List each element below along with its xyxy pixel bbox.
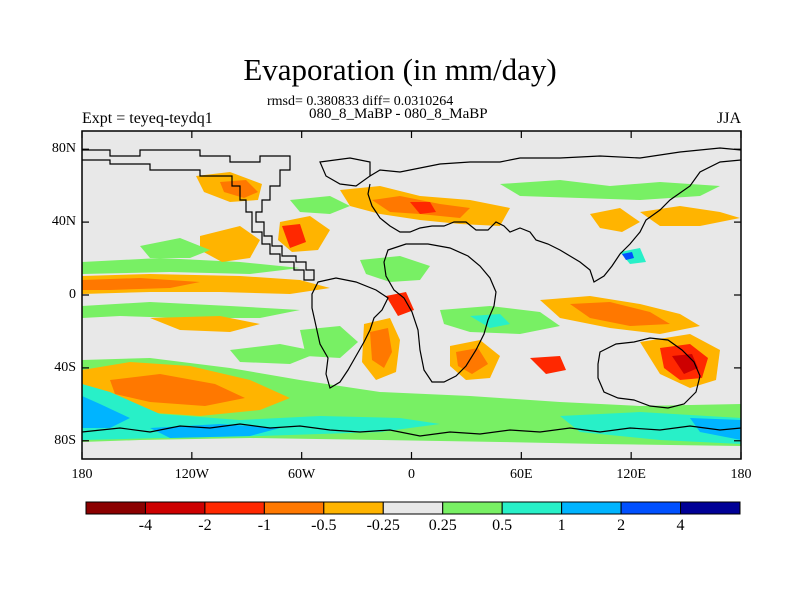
experiment-names: 080_8_MaBP - 080_8_MaBP — [309, 106, 488, 122]
chart-title: Evaporation (in mm/day) — [243, 52, 557, 87]
colorbar-label: -4 — [138, 517, 153, 534]
colorbar-label: 2 — [617, 517, 626, 534]
colorbar-swatch — [144, 501, 206, 515]
contour-satl-green — [230, 344, 320, 364]
contour-eu-green — [290, 196, 350, 214]
contour-npac-orange — [200, 226, 260, 262]
contour-amer-red — [386, 292, 414, 316]
y-tick-label: 40N — [51, 214, 76, 230]
colorbar-swatch — [501, 501, 563, 515]
coast-greenland — [319, 157, 371, 187]
x-tick-label: 60E — [510, 467, 533, 482]
x-tick-label: 180 — [71, 467, 93, 482]
contour-io-cyan — [470, 314, 510, 328]
colorbar-label: 4 — [676, 517, 685, 534]
experiment-label: Expt = teyeq-teydq1 — [82, 110, 213, 127]
x-tick-label: 180 — [730, 467, 752, 482]
colorbar-swatch — [561, 501, 622, 515]
contour-eq-green-south — [82, 302, 300, 318]
contour-npac-green — [140, 238, 210, 258]
contour-io-red — [570, 302, 670, 326]
contour-band-cyan-south — [82, 384, 440, 440]
colorbar-label: -2 — [198, 517, 212, 534]
x-tick-label: 0 — [408, 467, 415, 482]
coast-antarctica — [81, 423, 742, 437]
coast-africa — [383, 243, 497, 383]
contour-eq-darkorange-west — [82, 278, 200, 290]
colorbar-swatch — [263, 501, 325, 515]
contour-asia-orange-2 — [590, 208, 640, 232]
colorbar-swatch — [323, 501, 384, 515]
colorbar — [85, 501, 741, 515]
colorbar-swatch — [620, 501, 682, 515]
contour-fills — [82, 172, 741, 446]
contour-sam-red — [370, 328, 392, 368]
contour-eu-darkred — [410, 202, 436, 214]
contour-eq-orange-south — [150, 316, 260, 332]
x-tick-label: 120W — [174, 467, 209, 482]
colorbar-label: 1 — [557, 517, 566, 534]
colorbar-label: 0.5 — [492, 517, 513, 534]
contour-madag-red — [530, 356, 566, 374]
contour-af-green — [360, 256, 430, 282]
colorbar-label: 0.25 — [428, 517, 457, 534]
contour-band-darkorange-south — [110, 374, 245, 406]
coast-eurasia — [367, 147, 742, 283]
colorbar-swatch — [680, 501, 741, 515]
y-tick-label: 80S — [54, 432, 76, 448]
x-tick-label: 120E — [616, 467, 646, 482]
contour-band-blue-south-2 — [150, 424, 280, 438]
colorbar-swatch — [442, 501, 503, 515]
y-tick-label: 0 — [69, 287, 76, 302]
colorbar-swatch — [204, 501, 265, 515]
contour-sam-green — [300, 326, 358, 358]
colorbar-label: -1 — [257, 517, 272, 534]
contour-eq-green-north — [82, 258, 300, 274]
contour-band-blue-south — [82, 396, 130, 428]
contour-asia-green — [500, 180, 720, 200]
season-label: JJA — [716, 110, 741, 127]
axis-ticks — [81, 131, 742, 459]
contour-asia-orange — [640, 206, 740, 226]
coast-south-america — [311, 277, 389, 389]
contour-atl-red — [282, 224, 306, 248]
x-tick-label: 60W — [288, 467, 316, 482]
contour-pacific-blue — [622, 252, 634, 260]
coast-north-america — [82, 149, 315, 281]
stats-label: rmsd= 0.380833 diff= 0.0310264 — [267, 94, 454, 109]
colorbar-label: -0.25 — [366, 517, 400, 534]
colorbar-swatch — [85, 501, 146, 515]
colorbar-label: -0.5 — [311, 517, 337, 534]
coastlines — [81, 147, 742, 437]
coast-australia — [597, 337, 701, 409]
colorbar-swatch — [382, 501, 444, 515]
y-tick-label: 80N — [51, 141, 76, 157]
y-tick-label: 40S — [54, 359, 76, 375]
contour-na-red — [220, 180, 258, 198]
